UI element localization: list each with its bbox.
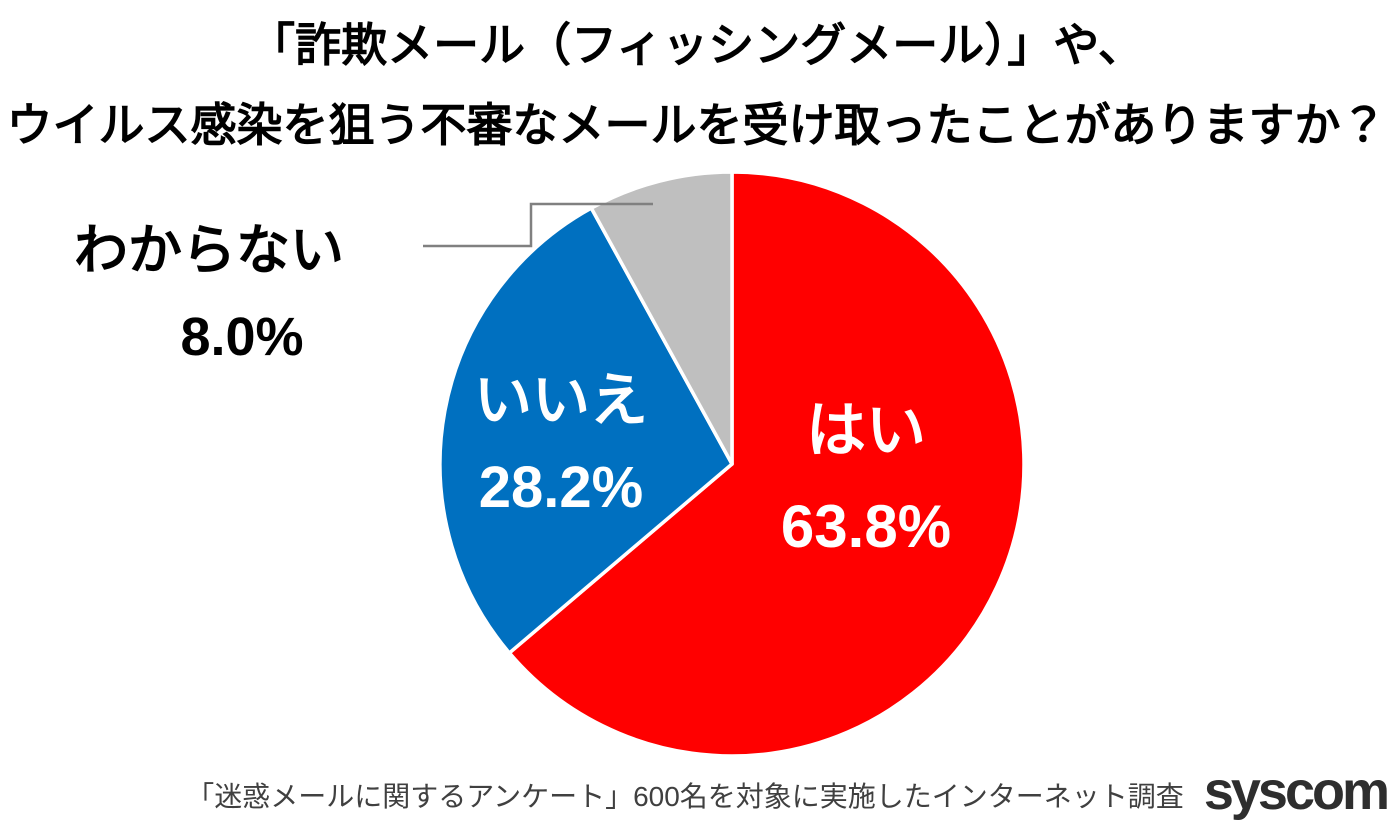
- slice-label-no-text: いいえ: [473, 368, 649, 433]
- slice-label-no: いいえ 28.2%: [474, 357, 648, 531]
- slice-label-yes: はい 63.8%: [781, 383, 951, 575]
- slice-label-no-value: 28.2%: [478, 455, 644, 520]
- pie-slices: [438, 170, 1026, 758]
- pie-slice-yes: [507, 170, 1026, 758]
- leader-line-dontknow: [423, 202, 653, 248]
- slice-label-yes-text: はい: [805, 397, 926, 464]
- slice-label-dontknow-value: 8.0%: [180, 307, 304, 367]
- chart-title-line-2: ウイルス感染を狙う不審なメールを受け取ったことがありますか？: [6, 99, 1387, 151]
- slice-label-dontknow-text: わからない: [74, 220, 344, 281]
- chart-title-line-1: 「詐欺メール（フィッシングメール）」や、: [249, 19, 1144, 71]
- syscom-logo: syscom: [1203, 761, 1390, 821]
- pie-slice-no: [438, 206, 734, 655]
- chart-title: 「詐欺メール（フィッシングメール）」や、 ウイルス感染を狙う不審なメールを受け取…: [0, 5, 1393, 165]
- slice-label-yes-value: 63.8%: [780, 493, 952, 560]
- survey-note: 「迷惑メールに関するアンケート」600名を対象に実施したインターネット調査: [186, 781, 1184, 812]
